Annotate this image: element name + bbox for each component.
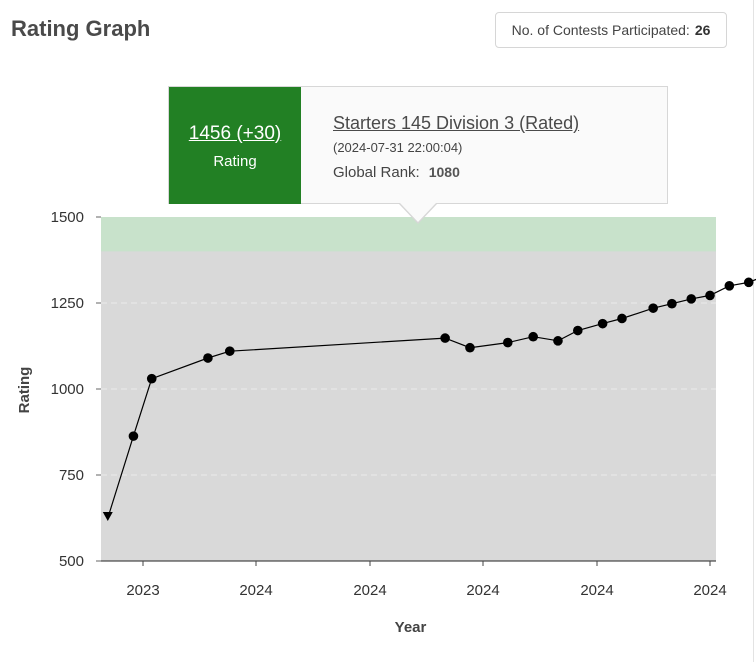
rating-point[interactable] <box>553 336 563 346</box>
y-tick-label: 750 <box>59 467 84 484</box>
global-rank-label: Global Rank: <box>333 164 420 181</box>
y-tick-label: 1250 <box>51 295 84 312</box>
tooltip-rating-box: 1456 (+30) Rating <box>169 87 301 204</box>
rating-line <box>107 278 756 519</box>
rating-point[interactable] <box>667 298 677 309</box>
rating-point[interactable] <box>743 277 754 288</box>
rating-point[interactable] <box>528 331 538 342</box>
x-tick-label: 2024 <box>693 582 726 599</box>
contests-count: 26 <box>694 22 711 38</box>
tooltip-global-rank: Global Rank: 1080 <box>333 164 460 181</box>
global-rank-value: 1080 <box>428 164 460 180</box>
page-title: Rating Graph <box>11 16 151 41</box>
tooltip-rating-label: Rating <box>213 153 257 170</box>
rating-point[interactable] <box>648 303 658 313</box>
x-tick-label: 2023 <box>126 582 159 599</box>
y-tick-label: 1500 <box>51 209 84 226</box>
x-tick-label: 2024 <box>239 582 272 599</box>
rating-points <box>102 277 754 521</box>
rating-point[interactable] <box>440 333 450 343</box>
rating-point[interactable] <box>597 318 608 329</box>
x-tick-label: 2024 <box>466 582 499 599</box>
rating-point[interactable] <box>502 337 513 348</box>
tooltip-contest-time: (2024-07-31 22:00:04) <box>333 140 463 155</box>
y-tick-label: 500 <box>59 553 84 570</box>
rating-point[interactable] <box>705 290 715 301</box>
x-tick-label: 2024 <box>580 582 613 599</box>
tooltip-rating-value[interactable]: 1456 (+30) <box>188 123 282 144</box>
x-axis-title: Year <box>395 619 427 636</box>
y-tick-label: 1000 <box>51 381 84 398</box>
y-axis-title: Rating <box>16 367 33 414</box>
rating-point[interactable] <box>572 325 583 336</box>
rating-point[interactable] <box>224 346 235 356</box>
x-tick-label: 2024 <box>353 582 386 599</box>
rating-point[interactable] <box>724 281 735 291</box>
rating-point[interactable] <box>203 353 213 363</box>
tooltip-contest-link[interactable]: Starters 145 Division 3 (Rated) <box>333 113 580 133</box>
rating-point[interactable] <box>128 431 139 441</box>
rating-point[interactable] <box>146 373 157 384</box>
tooltip-arrow <box>400 203 436 222</box>
rating-point[interactable] <box>686 294 697 304</box>
contests-label: No. of Contests Participated: <box>511 22 690 38</box>
tick-labels: 500 750 1000 1250 1500 2023 2024 2024 2024 2024 20… <box>51 209 727 599</box>
rating-point[interactable] <box>465 342 475 353</box>
contests-participated-badge: No. of Contests Participated: 26 <box>495 12 727 48</box>
rating-point[interactable] <box>617 313 627 324</box>
rating-point-start[interactable] <box>102 512 113 521</box>
panel-right-border <box>753 0 754 662</box>
grid-lines <box>101 302 716 476</box>
contest-tooltip: 1456 (+30) Rating Starters 145 Division … <box>168 86 668 224</box>
